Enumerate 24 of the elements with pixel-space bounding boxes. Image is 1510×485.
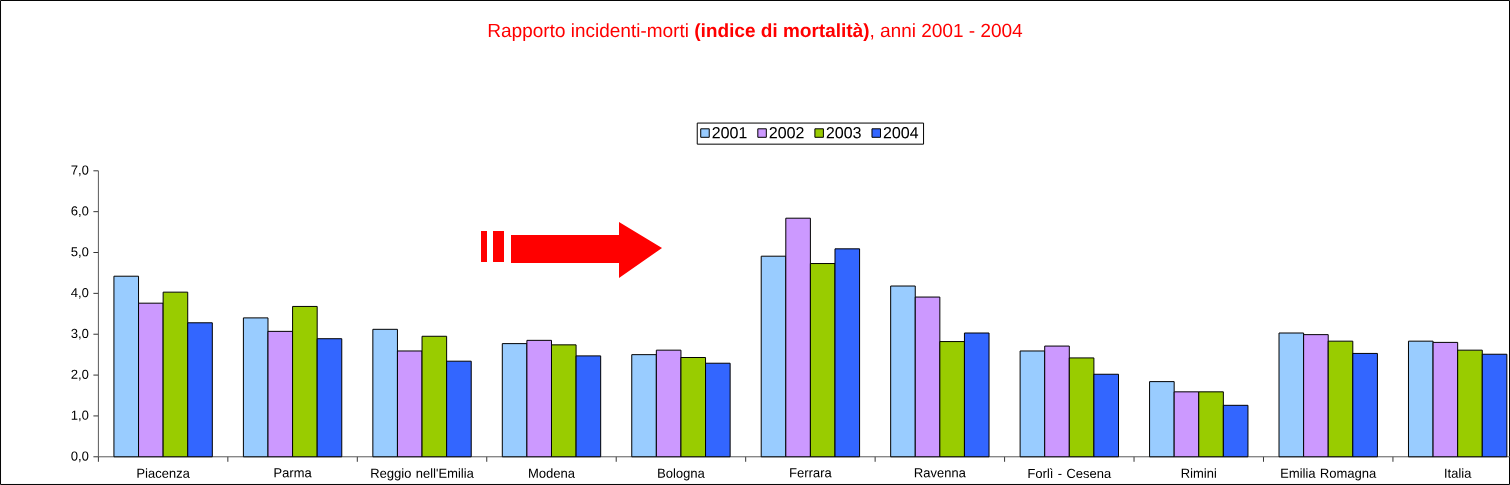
legend-label: 2003	[826, 127, 861, 139]
legend-label: 2002	[769, 127, 804, 139]
y-tick-label: 7,0	[71, 165, 89, 177]
x-tick-label: Bologna	[658, 468, 705, 481]
x-tick-label: Parma	[274, 468, 312, 478]
x-tick-label: Modena	[529, 468, 575, 478]
y-tick-label: 0,0	[71, 451, 89, 463]
y-tick-label: 6,0	[71, 206, 89, 218]
y-tick-label: 4,0	[71, 288, 89, 299]
y-tick-label: 3,0	[71, 328, 89, 340]
x-tick-label: Rimini	[1181, 468, 1216, 478]
x-tick-label: Italia	[1445, 468, 1472, 478]
x-tick-label: Forlì - Cesena	[1028, 468, 1112, 479]
legend-label: 2004	[883, 127, 919, 139]
x-tick-label: Ravenna	[914, 468, 966, 478]
y-tick-label: 1,0	[71, 410, 89, 422]
y-tick-label: 2,0	[71, 369, 89, 381]
legend-label: 2001	[712, 127, 747, 139]
x-tick-label: Reggio nell'Emilia	[371, 468, 474, 481]
x-tick-label: Emilia Romagna	[1281, 468, 1377, 481]
chart-title: Rapporto incidenti-morti (indice di mortalità), anni 2001 - 2004	[488, 23, 1023, 41]
y-tick-label: 5,0	[71, 247, 89, 258]
x-tick-label: Ferrara	[790, 468, 832, 478]
x-tick-label: Piacenza	[137, 468, 190, 478]
